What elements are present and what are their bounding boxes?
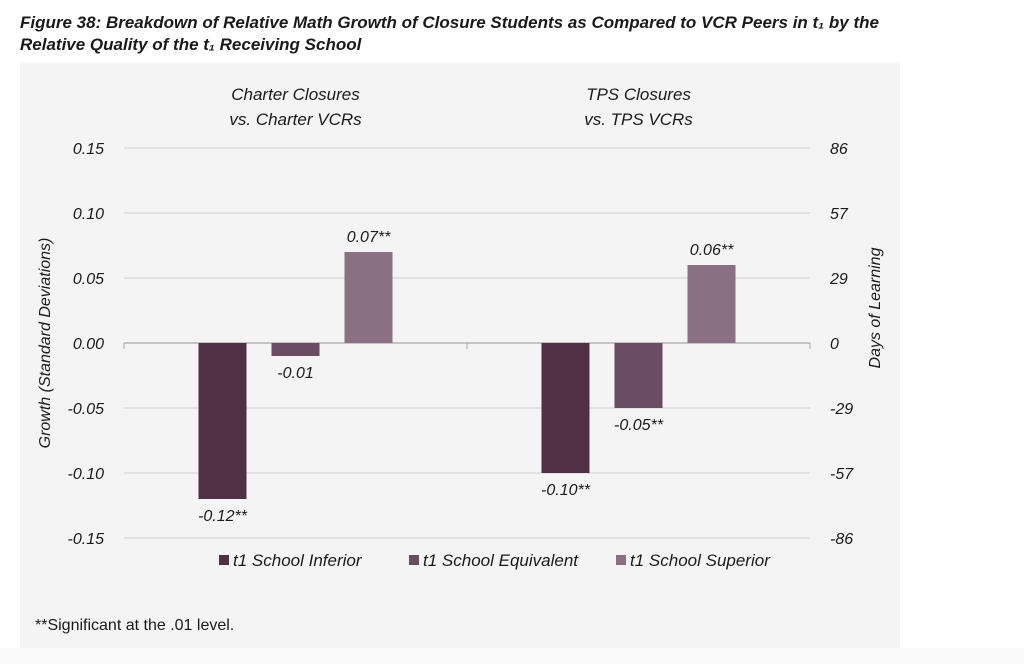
y2-axis-ticks: 86 57 29 0 -29 -57 -86 — [829, 141, 854, 548]
legend-item: t1 School Superior — [616, 551, 771, 570]
bar-t1-school-inferior — [198, 343, 247, 499]
y2-tick-label: 29 — [829, 271, 848, 288]
legend-label: t1 School Inferior — [233, 551, 363, 570]
figure-title-line1: Figure 38: Breakdown of Relative Math Gr… — [20, 13, 879, 32]
legend-swatch — [616, 555, 626, 565]
y2-tick-label: -57 — [830, 466, 854, 483]
category-label: Charter Closures — [231, 85, 360, 104]
bar-data-label: -0.10** — [541, 482, 591, 499]
legend-swatch — [219, 555, 229, 565]
bar-data-label: -0.05** — [614, 417, 664, 434]
figure-title: Figure 38: Breakdown of Relative Math Gr… — [20, 12, 1010, 56]
figure-title-line2: Relative Quality of the t₁ Receiving Sch… — [20, 35, 362, 54]
bar-data-label: -0.12** — [198, 508, 248, 525]
bar-data-label: 0.06** — [690, 242, 734, 259]
legend-label: t1 School Superior — [630, 551, 771, 570]
y-tick-label: 0.00 — [73, 336, 104, 353]
category-label: TPS Closures — [586, 85, 691, 104]
legend-item: t1 School Equivalent — [409, 551, 579, 570]
y-axis-label: Growth (Standard Deviations) — [37, 238, 54, 449]
y2-tick-label: 86 — [830, 141, 848, 158]
y-tick-label: -0.05 — [68, 401, 105, 418]
bar-t1-school-inferior — [541, 343, 590, 473]
legend-item: t1 School Inferior — [219, 551, 363, 570]
y-tick-label: 0.05 — [73, 271, 104, 288]
legend: t1 School Inferior t1 School Equivalent t1… — [219, 551, 771, 570]
bars — [198, 252, 736, 499]
y-tick-label: -0.10 — [68, 466, 105, 483]
y2-tick-label: 57 — [830, 206, 849, 223]
bar-t1-school-superior — [687, 265, 736, 343]
bar-data-labels: -0.12** -0.10** -0.01 -0.05** 0.07** 0.06** — [198, 229, 734, 525]
y-axis-ticks: 0.15 0.10 0.05 0.00 -0.05 -0.10 -0.15 — [68, 141, 105, 548]
legend-swatch — [409, 555, 419, 565]
category-labels: Charter Closures vs. Charter VCRs TPS Clos… — [229, 85, 693, 129]
y-tick-label: 0.10 — [73, 206, 104, 223]
y2-axis-label: Days of Learning — [867, 247, 884, 368]
bar-t1-school-equivalent — [614, 343, 663, 408]
bar-data-label: -0.01 — [277, 365, 313, 382]
bar-t1-school-equivalent — [271, 343, 320, 356]
y2-tick-label: -29 — [830, 401, 853, 418]
legend-label: t1 School Equivalent — [423, 551, 579, 570]
footnote: **Significant at the .01 level. — [35, 617, 235, 634]
y-tick-label: -0.15 — [68, 531, 105, 548]
y2-tick-label: -86 — [830, 531, 853, 548]
y2-tick-label: 0 — [830, 336, 839, 353]
chart-panel — [20, 63, 900, 648]
bar-data-label: 0.07** — [347, 229, 391, 246]
page-bottom-strip — [0, 648, 1024, 664]
category-label: vs. Charter VCRs — [229, 110, 362, 129]
y-tick-label: 0.15 — [73, 141, 104, 158]
category-label: vs. TPS VCRs — [584, 110, 693, 129]
bar-t1-school-superior — [344, 252, 393, 343]
